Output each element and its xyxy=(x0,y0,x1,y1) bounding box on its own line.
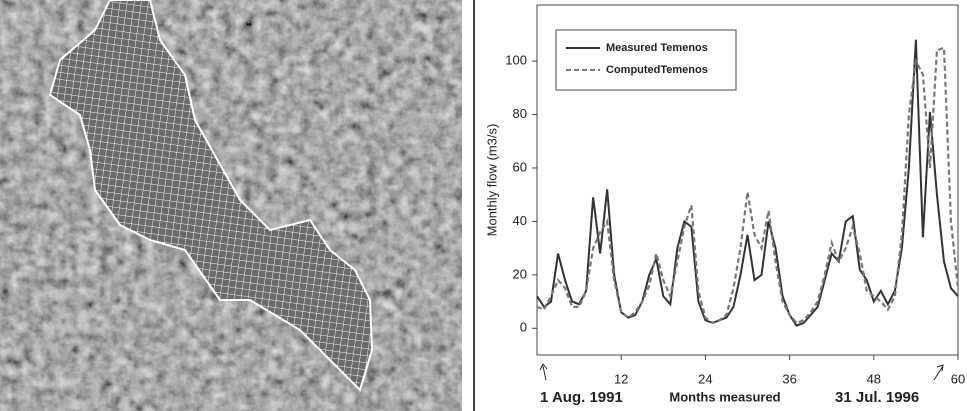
x-tick-label: 12 xyxy=(614,371,628,386)
watershed-mesh xyxy=(48,0,374,392)
x-tick-label: 60 xyxy=(951,371,965,386)
y-tick-label: 0 xyxy=(520,320,527,335)
y-tick-label: 100 xyxy=(505,53,527,68)
x-tick-label: 48 xyxy=(867,371,881,386)
legend-label: ComputedTemenos xyxy=(606,64,708,76)
y-axis-label: Monthly flow (m3/s) xyxy=(484,124,499,237)
legend xyxy=(555,29,737,91)
end-annotation: 31 Jul. 1996 xyxy=(835,389,919,406)
plot-frame xyxy=(536,4,959,356)
x-tick-label: 36 xyxy=(782,371,796,386)
y-tick-label: 60 xyxy=(513,159,527,174)
x-tick-label: 24 xyxy=(698,371,712,386)
start-annotation: 1 Aug. 1991 xyxy=(540,389,623,406)
x-axis-label: Months measured xyxy=(669,389,780,404)
y-tick-label: 40 xyxy=(513,213,527,228)
end-arrow xyxy=(933,364,944,381)
series-line xyxy=(536,39,959,327)
line-chart: Monthly flow (m3/s) Months measured 1 Au… xyxy=(484,4,965,406)
start-arrow xyxy=(539,363,548,381)
series-line xyxy=(536,46,960,325)
y-tick-label: 80 xyxy=(513,106,527,121)
y-tick-label: 20 xyxy=(513,266,527,281)
legend-label: Measured Temenos xyxy=(606,42,708,54)
satellite-image xyxy=(0,0,462,411)
